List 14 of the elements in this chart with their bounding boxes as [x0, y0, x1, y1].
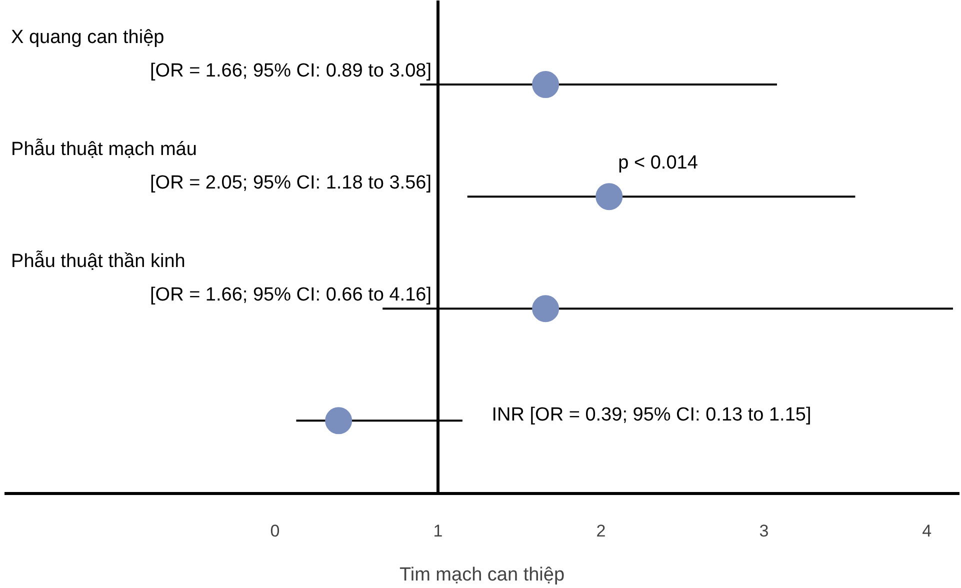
y-tick-label: Phẫu thuật mạch máu	[11, 138, 197, 160]
annotation: [OR = 2.05; 95% CI: 1.18 to 3.56]	[150, 172, 432, 194]
y-tick-label: Phẫu thuật thần kinh	[11, 250, 186, 272]
category-label: INR [OR = 0.39; 95% CI: 0.13 to 1.15]	[492, 404, 812, 426]
annotation: [OR = 1.66; 95% CI: 0.66 to 4.16]	[150, 284, 432, 306]
x-axis-title: Tim mạch can thiệp	[399, 564, 565, 586]
x-tick-label: 3	[759, 522, 769, 540]
annotation: p < 0.014	[618, 152, 698, 174]
y-tick-label: X quang can thiệp	[11, 26, 164, 48]
x-tick-label: 0	[270, 522, 280, 540]
annotation: [OR = 1.66; 95% CI: 0.89 to 3.08]	[150, 60, 432, 82]
x-tick-label: 2	[596, 522, 606, 540]
x-tick-label: 1	[433, 522, 443, 540]
x-tick-label: 4	[922, 522, 932, 540]
